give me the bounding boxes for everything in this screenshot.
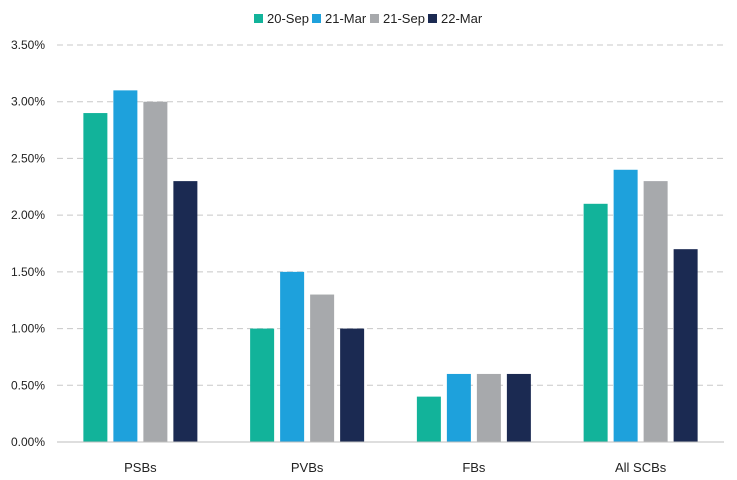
x-category-label: All SCBs [615,460,667,475]
bar-22-Mar-PVBs [340,328,365,442]
x-category-label: FBs [462,460,486,475]
legend-swatch-21-Mar [312,14,321,23]
bars [83,90,698,443]
legend-label: 21-Sep [383,11,425,26]
x-axis: PSBs PVBs FBs All SCBs [124,460,667,475]
legend-label: 21-Mar [325,11,367,26]
bar-21-Sep-PSBs [143,101,168,442]
bar-21-Mar-All-SCBs [613,169,638,442]
bar-20-Sep-PSBs [83,113,108,443]
bar-22-Mar-PSBs [173,181,198,442]
legend-swatch-21-Sep [370,14,379,23]
y-tick-label: 3.50% [11,38,45,52]
legend-label: 22-Mar [441,11,483,26]
y-tick-label: 0.50% [11,378,45,392]
bar-21-Mar-FBs [446,373,471,442]
bar-22-Mar-All-SCBs [673,249,698,442]
x-category-label: PSBs [124,460,157,475]
bar-21-Mar-PVBs [280,271,305,442]
bar-21-Sep-FBs [476,373,501,442]
chart-legend: 20-Sep 21-Mar 21-Sep 22-Mar [254,11,483,26]
y-tick-label: 2.50% [11,151,45,165]
bar-21-Sep-PVBs [310,294,335,442]
y-tick-label: 0.00% [11,435,45,449]
x-category-label: PVBs [291,460,324,475]
legend-label: 20-Sep [267,11,309,26]
bar-21-Mar-PSBs [113,90,138,442]
bar-20-Sep-All-SCBs [583,203,608,442]
y-tick-label: 1.50% [11,265,45,279]
y-tick-label: 2.00% [11,208,45,222]
legend-swatch-20-Sep [254,14,263,23]
y-axis: 0.00% 0.50% 1.00% 1.50% 2.00% 2.50% 3.00% 3.50% [11,38,45,449]
bar-21-Sep-All-SCBs [643,181,668,442]
bar-20-Sep-PVBs [250,328,275,442]
bar-20-Sep-FBs [416,396,441,442]
legend-swatch-22-Mar [428,14,437,23]
y-tick-label: 3.00% [11,95,45,109]
y-gridlines [57,44,724,386]
y-tick-label: 1.00% [11,322,45,336]
bar-22-Mar-FBs [506,373,531,442]
